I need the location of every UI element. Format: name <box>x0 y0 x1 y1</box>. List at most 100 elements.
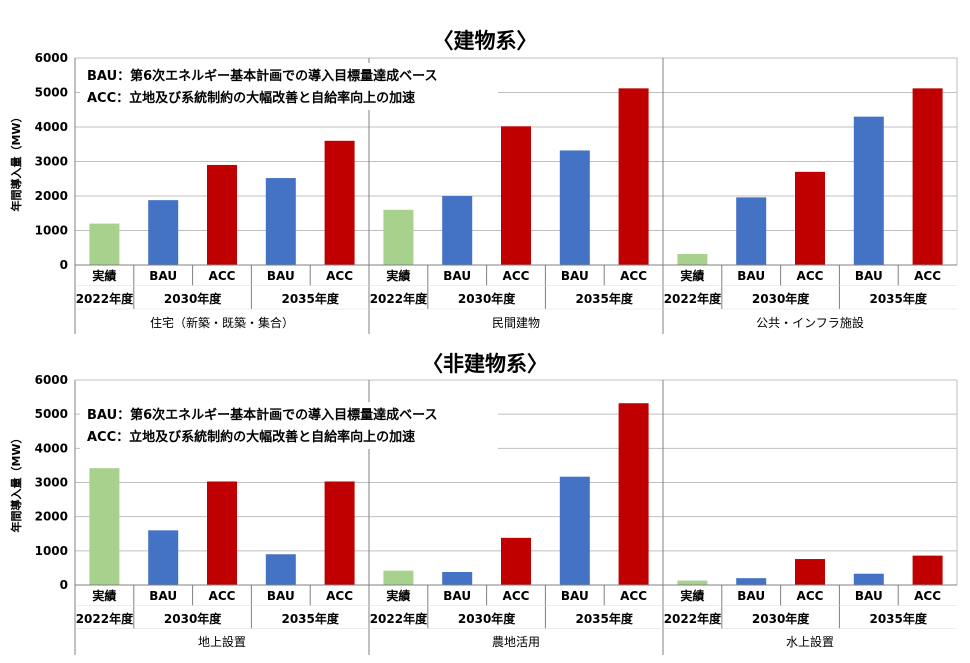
chart1-bar-label: 実績 <box>680 268 704 283</box>
chart2-year-label: 2030年度 <box>164 611 222 626</box>
chart2-y-tick-label: 3000 <box>35 476 68 490</box>
chart1-y-tick-label: 5000 <box>35 86 68 100</box>
chart2-bar-label: BAU <box>561 589 589 603</box>
chart2-bar-label: ACC <box>620 589 647 603</box>
chart1-category-label: 公共・インフラ施設 <box>756 315 864 330</box>
chart2-bar-acc <box>324 481 355 585</box>
chart1-bar-label: BAU <box>561 269 589 283</box>
chart2-bar-actual <box>89 468 120 585</box>
chart1-bar-label: BAU <box>855 269 883 283</box>
chart2-year-label: 2035年度 <box>869 611 927 626</box>
chart2-year-label: 2022年度 <box>664 611 722 626</box>
chart1-year-label: 2035年度 <box>281 291 339 306</box>
chart2-bar-bau <box>148 530 179 585</box>
chart1-y-tick-label: 4000 <box>35 120 68 134</box>
chart2-bar-label: ACC <box>326 589 353 603</box>
chart1-bar-label: BAU <box>443 269 471 283</box>
chart1-bar-actual <box>677 253 708 265</box>
chart1-year-label: 2022年度 <box>664 291 722 306</box>
chart1-year-label: 2035年度 <box>869 291 927 306</box>
chart2-year-label: 2030年度 <box>752 611 810 626</box>
chart2-bar-bau <box>853 573 884 585</box>
chart-title-buildings: 〈建物系〉 <box>432 29 538 53</box>
chart2-bar-label: BAU <box>855 589 883 603</box>
chart1-year-label: 2030年度 <box>164 291 222 306</box>
chart1-bar-label: ACC <box>797 269 824 283</box>
chart1-bar-acc <box>618 88 649 265</box>
chart1-y-axis-label: 年間導入量（MW） <box>9 111 23 211</box>
chart2-year-label: 2030年度 <box>458 611 516 626</box>
chart1-year-label: 2030年度 <box>752 291 810 306</box>
chart1-annotation-line: ACC：立地及び系統制約の大幅改善と自給率向上の加速 <box>87 90 415 106</box>
chart2-y-axis-label: 年間導入量（MW） <box>9 432 23 532</box>
chart1-bar-label: ACC <box>326 269 353 283</box>
chart2-bar-label: BAU <box>443 589 471 603</box>
chart1-year-label: 2022年度 <box>370 291 428 306</box>
chart2-year-label: 2022年度 <box>370 611 428 626</box>
chart2-annotation-line: BAU：第6次エネルギー基本計画での導入目標量達成ベース <box>87 407 438 423</box>
chart1-y-tick-label: 0 <box>60 258 68 272</box>
chart1-bar-label: BAU <box>737 269 765 283</box>
chart1-bar-label: BAU <box>149 269 177 283</box>
chart2-y-tick-label: 6000 <box>35 373 68 387</box>
chart1-y-tick-label: 2000 <box>35 189 68 203</box>
chart1-bar-label: 実績 <box>386 268 410 283</box>
chart1-bar-acc <box>207 164 237 265</box>
chart1-bar-label: ACC <box>620 269 647 283</box>
chart2-bar-acc <box>795 559 825 585</box>
chart1-bar-acc <box>912 88 943 265</box>
chart2-bar-label: ACC <box>503 589 530 603</box>
chart1-bar-acc <box>324 140 355 265</box>
chart1-bar-acc <box>501 126 531 265</box>
chart2-bar-label: BAU <box>737 589 765 603</box>
chart1-category-label: 住宅（新築・既築・集合） <box>150 315 294 330</box>
chart1-annotation-line: BAU：第6次エネルギー基本計画での導入目標量達成ベース <box>87 68 438 84</box>
chart2-y-tick-label: 4000 <box>35 441 68 455</box>
chart2-bar-acc <box>912 555 943 585</box>
chart1-bar-label: ACC <box>914 269 941 283</box>
chart1-category-label: 民間建物 <box>492 316 540 330</box>
chart2-y-tick-label: 5000 <box>35 407 68 421</box>
chart1-bar-label: ACC <box>209 269 236 283</box>
chart1-annotation-box <box>80 63 498 110</box>
chart1-y-tick-label: 6000 <box>35 51 68 65</box>
chart2-bar-label: BAU <box>149 589 177 603</box>
chart1-bar-acc <box>795 171 825 265</box>
chart1-y-tick-label: 3000 <box>35 155 68 169</box>
chart1-bar-label: ACC <box>503 269 530 283</box>
chart1-bar-actual <box>89 223 120 265</box>
chart2-bar-label: ACC <box>209 589 236 603</box>
chart2-bar-acc <box>501 537 531 585</box>
chart2-bar-label: 実績 <box>92 588 116 603</box>
chart2-annotation-line: ACC：立地及び系統制約の大幅改善と自給率向上の加速 <box>87 429 415 445</box>
chart1-y-tick-label: 1000 <box>35 224 68 238</box>
chart2-bar-bau <box>736 578 767 585</box>
chart2-y-tick-label: 1000 <box>35 544 68 558</box>
chart1-bar-bau <box>265 178 296 265</box>
chart2-y-tick-label: 0 <box>60 578 68 592</box>
chart2-bar-bau <box>442 572 473 585</box>
chart-title-non-buildings: 〈非建物系〉 <box>422 352 548 376</box>
chart1-bar-bau <box>559 150 590 265</box>
chart2-category-label: 農地活用 <box>492 635 540 649</box>
chart1-bar-label: 実績 <box>92 268 116 283</box>
chart2-bar-actual <box>677 580 708 585</box>
chart1-bar-label: BAU <box>267 269 295 283</box>
chart2-year-label: 2035年度 <box>575 611 633 626</box>
chart1-bar-bau <box>148 200 179 265</box>
chart2-y-tick-label: 2000 <box>35 510 68 524</box>
chart2-bar-bau <box>265 554 296 585</box>
chart2-category-label: 地上設置 <box>198 634 246 649</box>
chart2-year-label: 2035年度 <box>281 611 339 626</box>
chart1-year-label: 2030年度 <box>458 291 516 306</box>
chart1-bar-bau <box>853 116 884 266</box>
chart2-year-label: 2022年度 <box>76 611 134 626</box>
chart2-bar-label: 実績 <box>680 588 704 603</box>
chart2-bar-label: ACC <box>797 589 824 603</box>
chart1-year-label: 2022年度 <box>76 291 134 306</box>
chart1-bar-bau <box>442 196 473 265</box>
chart2-bar-acc <box>618 403 649 585</box>
chart2-annotation-box <box>80 402 498 449</box>
chart2-bar-bau <box>559 476 590 585</box>
